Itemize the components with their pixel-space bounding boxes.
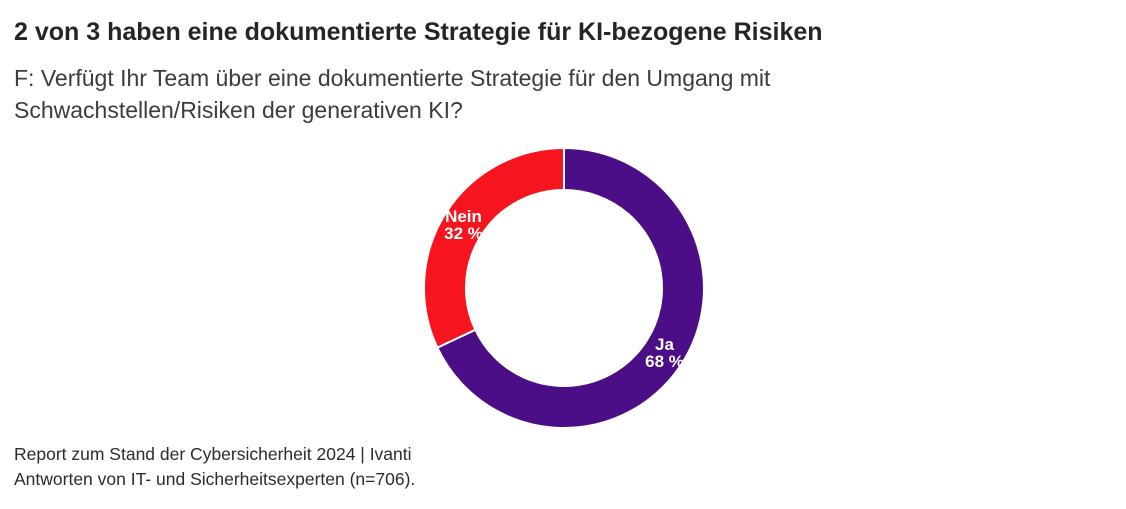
segment-label-nein: Nein 32 %: [444, 207, 483, 243]
donut-chart: Ja 68 % Nein 32 %: [414, 138, 714, 438]
segment-label-ja: Ja 68 %: [645, 335, 684, 371]
donut-segment-nein: [423, 146, 565, 349]
donut-svg: Ja 68 % Nein 32 %: [423, 146, 705, 429]
donut-segment-ja: [435, 146, 705, 429]
chart-question: F: Verfügt Ihr Team über eine dokumentie…: [14, 65, 771, 123]
source-line-2: Antworten von IT- und Sicherheitsexperte…: [14, 468, 416, 489]
source-note: Report zum Stand der Cybersicherheit 202…: [14, 442, 415, 491]
chart-title: 2 von 3 haben eine dokumentierte Strateg…: [14, 18, 823, 46]
source-line-1: Report zum Stand der Cybersicherheit 202…: [14, 444, 412, 464]
